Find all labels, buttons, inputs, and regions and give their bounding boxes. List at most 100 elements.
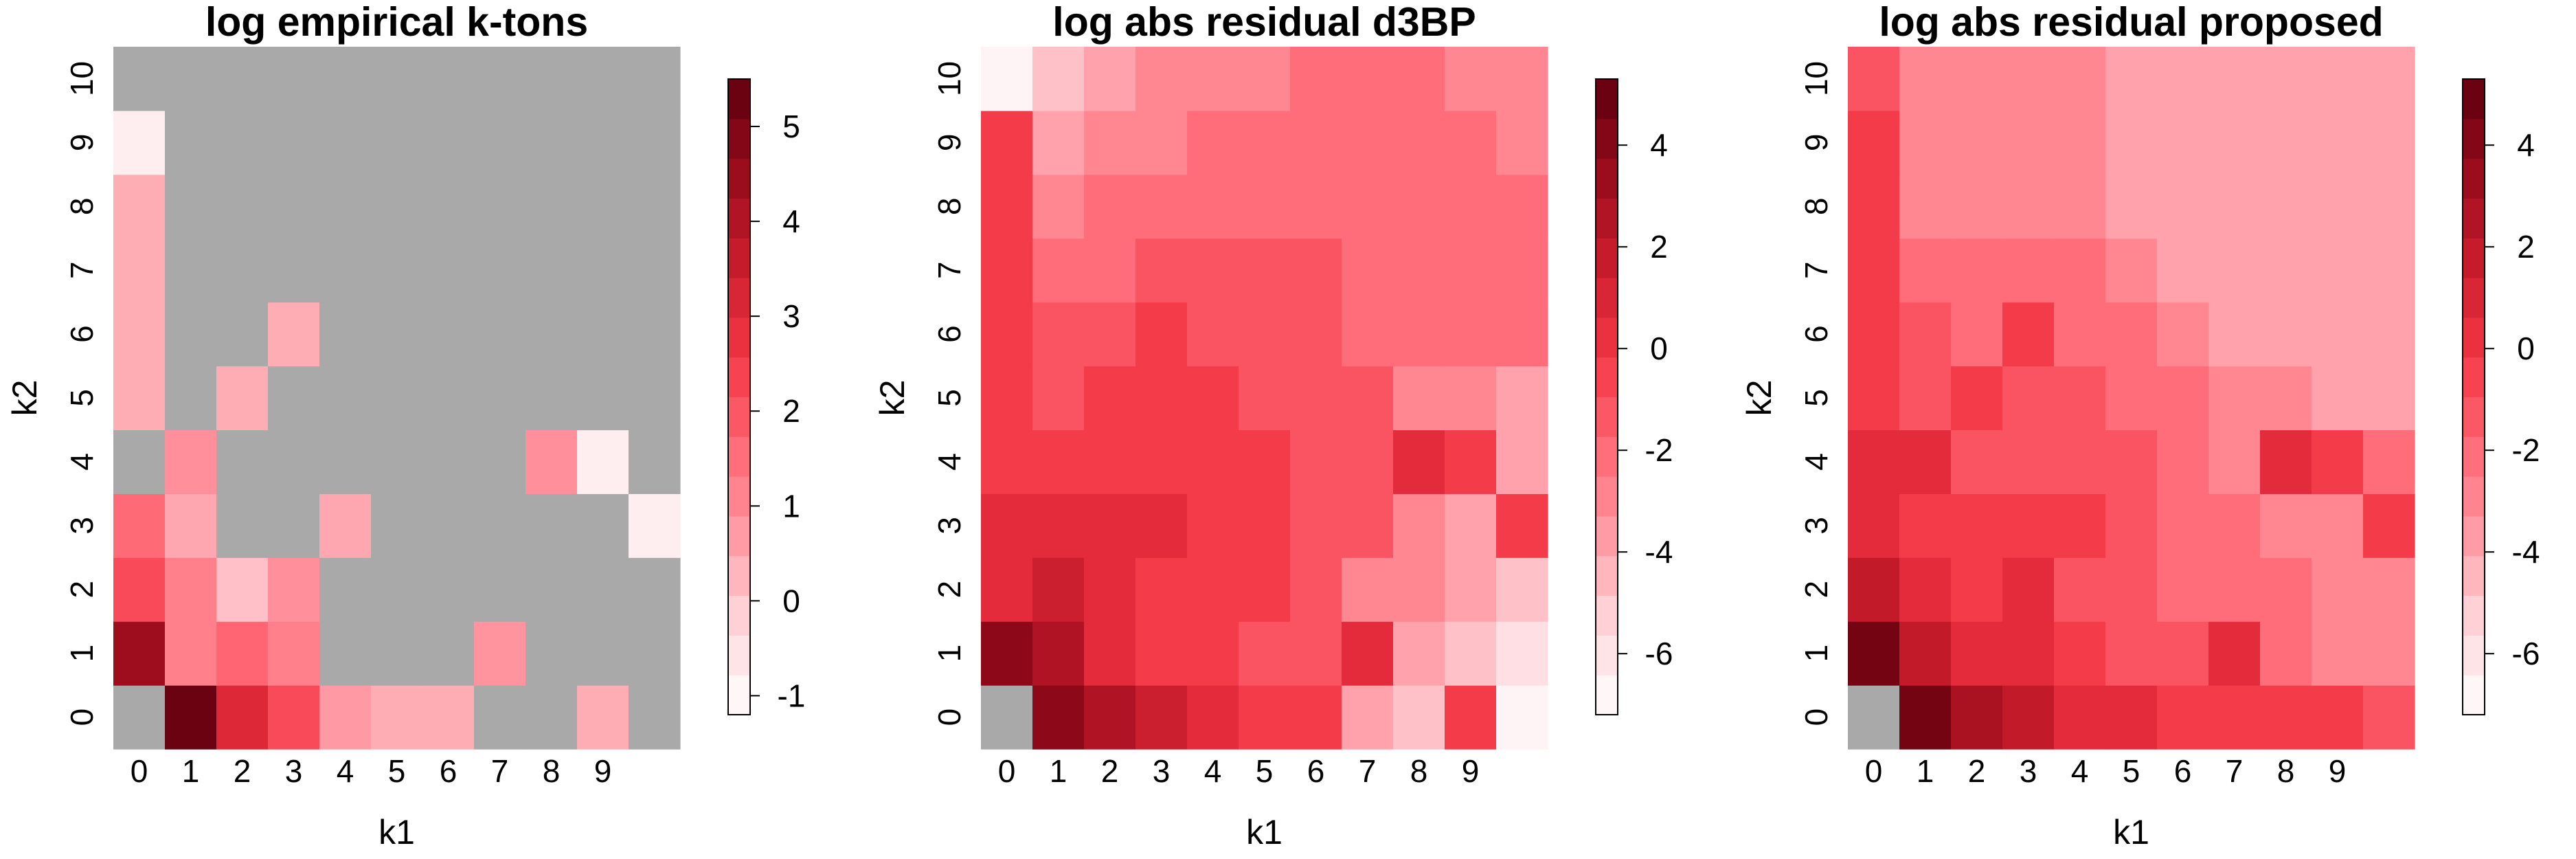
heatmap-cell [526, 302, 578, 367]
x-tick-label: 5 [2123, 753, 2140, 789]
colorbar-bin [2463, 317, 2485, 358]
heatmap-cell [1290, 366, 1342, 431]
heatmap-cell [2208, 557, 2261, 622]
heatmap-cell [2054, 110, 2106, 175]
colorbar-tick-label: -6 [1645, 636, 1673, 671]
heatmap-cell [526, 110, 578, 175]
heatmap-cell [1290, 110, 1342, 175]
heatmap-cell [2260, 557, 2312, 622]
heatmap-cell [2105, 238, 2158, 303]
heatmap-cell [268, 685, 320, 750]
heatmap-cell [1393, 302, 1445, 367]
heatmap-cell [1187, 174, 1239, 239]
heatmap-cell [216, 493, 269, 558]
heatmap-cell [422, 621, 475, 686]
heatmap-cell [1032, 685, 1085, 750]
heatmap-cell [2312, 685, 2364, 750]
y-tick-label: 3 [931, 517, 967, 535]
heatmap-cell [319, 430, 372, 494]
heatmap-cell [1496, 47, 1548, 111]
heatmap-cell [1239, 174, 1291, 239]
heatmap-cell [1445, 302, 1497, 367]
heatmap-cell [1445, 557, 1497, 622]
heatmap-cell [1136, 557, 1188, 622]
colorbar-bin [1596, 158, 1618, 199]
colorbar-bin [1596, 555, 1618, 596]
heatmap-cell [1032, 621, 1085, 686]
heatmap-cell [1445, 685, 1497, 750]
heatmap-cell [1342, 430, 1394, 494]
colorbar-bin [728, 635, 750, 676]
heatmap-cell [371, 366, 423, 431]
heatmap-cell [1899, 302, 1952, 367]
heatmap-cell [319, 557, 372, 622]
heatmap-cell [577, 302, 629, 367]
heatmap-cell [216, 430, 269, 494]
heatmap-cell [2363, 47, 2415, 111]
heatmap-cell [113, 557, 166, 622]
x-tick-label: 4 [2071, 753, 2089, 789]
heatmap-cell [1496, 110, 1548, 175]
heatmap-cell [2002, 47, 2055, 111]
heatmap-cell [474, 685, 526, 750]
heatmap-cell [216, 621, 269, 686]
colorbar-bin [1596, 118, 1618, 159]
y-axis-label: k2 [873, 380, 912, 416]
heatmap-cell [1084, 174, 1136, 239]
heatmap-cell [2054, 238, 2106, 303]
heatmap-cell [981, 110, 1033, 175]
heatmap-cell [2157, 302, 2209, 367]
heatmap-cell [422, 557, 475, 622]
heatmap-cell [2054, 174, 2106, 239]
heatmap-cell [981, 430, 1033, 494]
heatmap-cell [981, 621, 1033, 686]
heatmap-cell [1187, 685, 1239, 750]
heatmap-cell [577, 493, 629, 558]
y-tick-label: 2 [1798, 581, 1834, 599]
heatmap-cell [2312, 302, 2364, 367]
heatmap-cell [371, 430, 423, 494]
heatmap-cell [1290, 238, 1342, 303]
heatmap-cell [1032, 47, 1085, 111]
y-tick-label: 5 [931, 389, 967, 407]
heatmap-cell [1084, 685, 1136, 750]
heatmap-cell [1032, 174, 1085, 239]
heatmap-cell [474, 110, 526, 175]
heatmap-cell [577, 238, 629, 303]
heatmap-cell [2054, 685, 2106, 750]
heatmap-cell [319, 174, 372, 239]
heatmap-cell [1951, 366, 2003, 431]
heatmap-cell [422, 238, 475, 303]
colorbar-tick-label: 2 [2517, 229, 2535, 265]
heatmap-cell [2312, 621, 2364, 686]
heatmap-cell [474, 366, 526, 431]
heatmap-cell [2208, 621, 2261, 686]
colorbar: -6 -4 -2 0 2 4 [1595, 78, 1673, 715]
colorbar-tick-label: 0 [782, 583, 800, 618]
heatmap-cell [319, 110, 372, 175]
heatmap-cell [2208, 110, 2261, 175]
heatmap-cell [1445, 110, 1497, 175]
colorbar-tick-label: 4 [782, 203, 800, 239]
x-tick-label: 7 [1359, 753, 1377, 789]
colorbar-bin [2463, 555, 2485, 596]
colorbar-bin [1596, 198, 1618, 238]
heatmap-cell [526, 238, 578, 303]
heatmap-cell [526, 557, 578, 622]
heatmap-cell [2157, 493, 2209, 558]
heatmap-cell [2157, 366, 2209, 431]
heatmap-cell [1290, 430, 1342, 494]
heatmap-cell [2157, 47, 2209, 111]
colorbar-bin [2463, 79, 2485, 120]
heatmap-cell [1393, 557, 1445, 622]
x-tick-label: 5 [1256, 753, 1274, 789]
x-tick-label: 1 [1917, 753, 1934, 789]
heatmap-cell [2105, 110, 2158, 175]
heatmap-cell [1290, 557, 1342, 622]
colorbar-bin [728, 317, 750, 358]
heatmap-cell [371, 685, 423, 750]
colorbar-tick-label: 0 [1650, 331, 1668, 366]
x-tick-label: 8 [1410, 753, 1428, 789]
heatmap-cell [268, 493, 320, 558]
